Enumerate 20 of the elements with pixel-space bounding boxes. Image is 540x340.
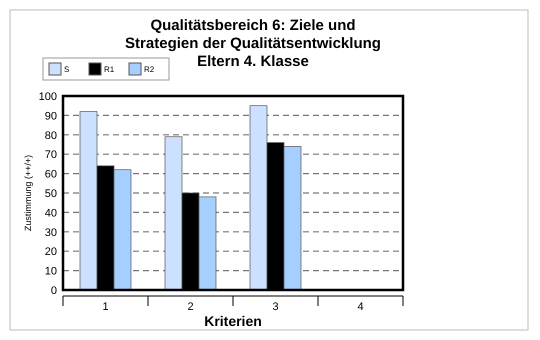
y-tick-label: 90 <box>44 110 57 122</box>
y-tick-label: 0 <box>50 285 57 297</box>
x-tick-label: 2 <box>187 301 194 313</box>
y-tick-label: 80 <box>44 130 57 142</box>
x-tick-label: 3 <box>272 301 279 313</box>
x-tick-label: 4 <box>357 301 364 313</box>
legend-label: R1 <box>104 65 115 74</box>
y-tick-label: 60 <box>44 168 57 181</box>
y-tick-label: 20 <box>44 246 57 258</box>
y-tick-label: 40 <box>44 207 57 220</box>
y-axis-title: Zustimmung (++/+) <box>23 154 33 232</box>
x-axis-title: Kriterien <box>204 313 262 329</box>
y-tick-label: 70 <box>44 149 57 162</box>
legend-label: R2 <box>144 65 155 74</box>
y-tick-label: 30 <box>44 226 57 239</box>
y-tick-label: 50 <box>44 188 57 200</box>
y-tick-label: 10 <box>44 266 57 278</box>
legend-label: S <box>64 65 70 74</box>
x-tick-label: 1 <box>102 301 109 313</box>
y-tick-label: 100 <box>38 91 57 103</box>
